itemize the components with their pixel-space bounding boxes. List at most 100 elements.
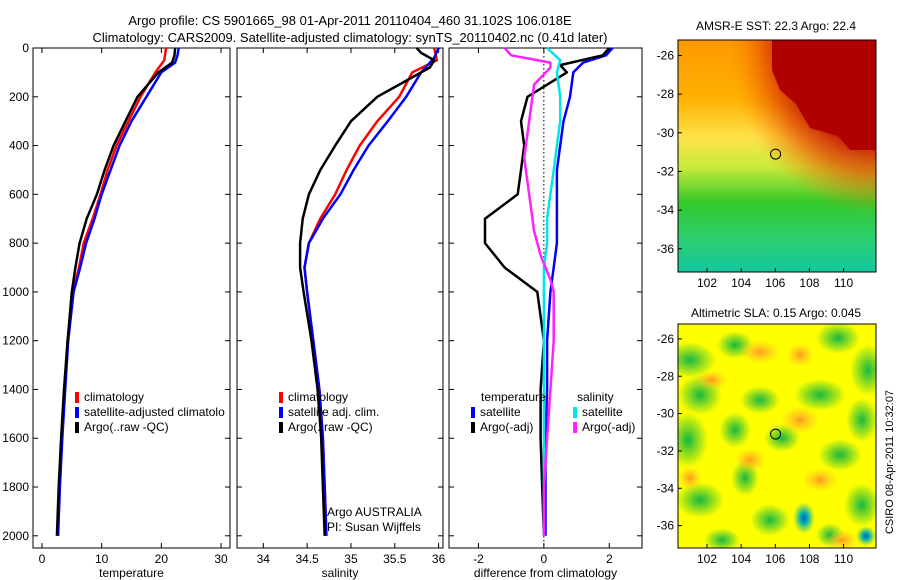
salinity-xtick-label: 34 bbox=[257, 552, 271, 566]
temperature-series-argo-raw-qc bbox=[55, 47, 177, 536]
sst-map-xtick-label: 110 bbox=[834, 276, 853, 290]
sla-anomaly bbox=[719, 412, 751, 448]
sst-map-frame bbox=[677, 39, 877, 273]
sla-anomaly bbox=[844, 483, 876, 527]
sst-map-panel: 102 104 106 108 110 -26 -28 -30 -32 -34 -36 bbox=[657, 39, 877, 290]
sla-anomaly bbox=[678, 466, 702, 490]
sla-anomaly bbox=[734, 448, 766, 472]
difference-series-temperature-argo-adj bbox=[483, 47, 611, 536]
salinity-xtick-label: 35 bbox=[344, 552, 358, 566]
sla-anomaly bbox=[740, 386, 780, 414]
sla-map-ytick-label: -36 bbox=[657, 519, 675, 533]
sla-anomaly bbox=[678, 482, 724, 518]
difference-series-temperature-satellite bbox=[544, 47, 614, 536]
salinity-legend-swatch bbox=[279, 407, 283, 418]
sla-anomaly bbox=[818, 439, 862, 471]
temperature-legend-swatch bbox=[75, 422, 79, 433]
difference-frame bbox=[448, 47, 643, 549]
sla-anomaly bbox=[786, 343, 814, 367]
temperature-frame bbox=[32, 47, 231, 549]
salinity-xlabel: salinity bbox=[322, 566, 359, 580]
sla-anomaly bbox=[846, 398, 876, 442]
salinity-legend-label: climatology bbox=[288, 390, 348, 404]
depth-tick-label: 1800 bbox=[2, 480, 29, 494]
sst-map-ytick-label: -30 bbox=[657, 126, 675, 140]
salinity-frame bbox=[236, 47, 444, 549]
difference-legend-swatch bbox=[573, 422, 577, 433]
difference-legend-title: temperature bbox=[481, 390, 546, 404]
difference-legend-swatch bbox=[471, 407, 475, 418]
depth-tick-label: 1400 bbox=[2, 382, 29, 396]
depth-tick-label: 1600 bbox=[2, 431, 29, 445]
salinity-xtick-label: 34.5 bbox=[295, 552, 319, 566]
sla-map-frame bbox=[677, 323, 877, 549]
difference-xlabel: difference from climatology bbox=[474, 566, 617, 580]
sla-anomaly bbox=[826, 530, 858, 548]
temperature-xtick-label: 30 bbox=[214, 552, 228, 566]
sla-map-ytick-label: -26 bbox=[657, 332, 675, 346]
depth-tick-label: 200 bbox=[9, 90, 29, 104]
sla-map-title: Altimetric SLA: 0.15 Argo: 0.045 bbox=[691, 306, 861, 320]
salinity-series-argo-raw-qc bbox=[298, 47, 436, 536]
difference-series-salinity-satellite bbox=[542, 47, 562, 536]
depth-tick-label: 600 bbox=[9, 187, 29, 201]
sst-map-xtick-label: 108 bbox=[799, 276, 819, 290]
sla-anomaly bbox=[780, 406, 820, 434]
temperature-xtick-label: 10 bbox=[95, 552, 109, 566]
figure-title-line1: Argo profile: CS 5901665_98 01-Apr-2011 … bbox=[128, 13, 572, 28]
salinity-legend-swatch bbox=[279, 422, 283, 433]
temperature-panel: 0 200 400 600 800 1000 1200 1400 1600 1800 2000 0 10… bbox=[2, 41, 231, 580]
depth-tick-label: 800 bbox=[9, 236, 29, 250]
sla-anomaly bbox=[678, 412, 708, 468]
depth-tick-label: 1200 bbox=[2, 334, 29, 348]
sla-anomaly bbox=[750, 504, 790, 536]
salinity-legend-swatch bbox=[279, 392, 283, 403]
sla-map-panel: 102 104 106 108 110 -26 -28 -30 -32 -34 -36 bbox=[657, 323, 877, 566]
sla-anomaly bbox=[740, 340, 780, 364]
sst-map-ytick-label: -26 bbox=[657, 48, 675, 62]
temperature-legend-label: Argo(..raw -QC) bbox=[84, 420, 169, 434]
sla-map-xtick-label: 102 bbox=[697, 552, 717, 566]
temperature-legend-swatch bbox=[75, 392, 79, 403]
sst-map-xtick-label: 102 bbox=[697, 276, 717, 290]
difference-xtick-label: 0 bbox=[541, 552, 548, 566]
salinity-xtick-label: 35.5 bbox=[383, 552, 407, 566]
sst-map-ytick-label: -34 bbox=[657, 203, 675, 217]
sst-map-warm-block bbox=[772, 40, 876, 150]
sst-map-ytick-label: -28 bbox=[657, 87, 675, 101]
sla-anomaly bbox=[794, 379, 846, 411]
sst-map-axes: 102 104 106 108 110 -26 -28 -30 -32 -34 -36 bbox=[657, 48, 854, 290]
depth-tick-label: 400 bbox=[9, 139, 29, 153]
csiro-timestamp: CSIRO 08-Apr-2011 10:32:07 bbox=[884, 390, 896, 534]
depth-tick-label: 1000 bbox=[2, 285, 29, 299]
argo-credit: Argo AUSTRALIA bbox=[327, 505, 422, 519]
temperature-xlabel: temperature bbox=[99, 566, 164, 580]
salinity-series-satellite-adj-clim bbox=[303, 47, 440, 536]
sla-map-xtick-label: 104 bbox=[731, 552, 751, 566]
figure-title-line2: Climatology: CARS2009. Satellite-adjuste… bbox=[92, 30, 608, 45]
salinity-xtick-label: 36 bbox=[432, 552, 446, 566]
sla-anomaly bbox=[696, 370, 728, 390]
sla-anomaly bbox=[793, 502, 815, 534]
temperature-legend-label: climatology bbox=[84, 390, 144, 404]
difference-series-salinity-argo-adj bbox=[503, 47, 555, 536]
sla-map-anomalies bbox=[678, 324, 876, 548]
sst-map-ytick-label: -36 bbox=[657, 242, 675, 256]
sla-map-xtick-label: 106 bbox=[765, 552, 785, 566]
salinity-legend-label: Argo(..raw -QC) bbox=[288, 420, 373, 434]
salinity-legend-label: satellite adj. clim. bbox=[288, 405, 379, 419]
sla-map-ytick-label: -32 bbox=[657, 444, 675, 458]
difference-legend-swatch bbox=[573, 407, 577, 418]
sla-map-xtick-label: 108 bbox=[799, 552, 819, 566]
sst-map-xtick-label: 106 bbox=[765, 276, 785, 290]
difference-legend-label: Argo(-adj) bbox=[582, 420, 635, 434]
sla-anomaly bbox=[704, 528, 740, 548]
pi-credit: PI: Susan Wijffels bbox=[327, 520, 421, 534]
temperature-legend-swatch bbox=[75, 407, 79, 418]
sla-map-xtick-label: 110 bbox=[834, 552, 853, 566]
sla-anomaly bbox=[678, 342, 716, 378]
temperature-xtick-label: 0 bbox=[39, 552, 46, 566]
